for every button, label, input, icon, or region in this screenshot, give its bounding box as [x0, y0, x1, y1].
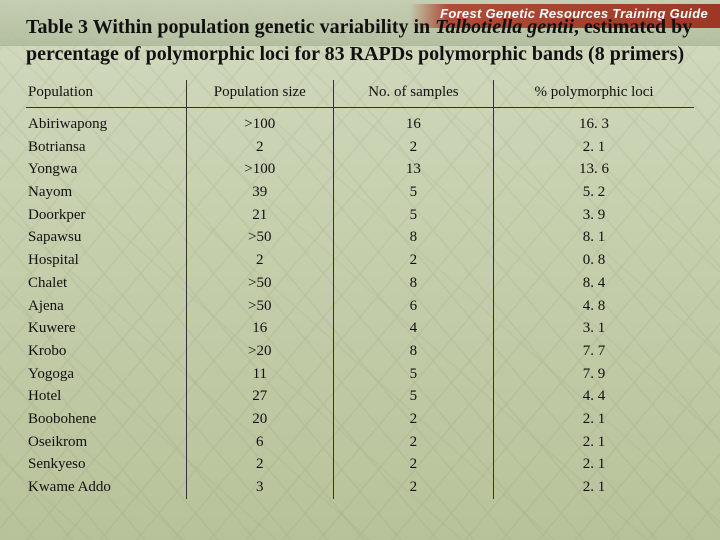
col-header-population: Population [26, 80, 186, 108]
cell-samples: 5 [333, 363, 493, 386]
cell-size: >50 [186, 272, 333, 295]
cell-samples: 6 [333, 295, 493, 318]
cell-poly: 3. 9 [494, 204, 694, 227]
table-row: Kuwere1643. 1 [26, 317, 694, 340]
table-row: Chalet>5088. 4 [26, 272, 694, 295]
cell-poly: 0. 8 [494, 249, 694, 272]
cell-size: >50 [186, 295, 333, 318]
cell-population: Nayom [26, 181, 186, 204]
cell-samples: 5 [333, 204, 493, 227]
cell-population: Chalet [26, 272, 186, 295]
table-row: Hotel2754. 4 [26, 385, 694, 408]
cell-poly: 2. 1 [494, 136, 694, 159]
cell-poly: 8. 4 [494, 272, 694, 295]
cell-samples: 2 [333, 453, 493, 476]
cell-size: 6 [186, 431, 333, 454]
table-row: Hospital220. 8 [26, 249, 694, 272]
cell-population: Kuwere [26, 317, 186, 340]
cell-samples: 5 [333, 181, 493, 204]
cell-population: Oseikrom [26, 431, 186, 454]
cell-samples: 8 [333, 272, 493, 295]
cell-size: >20 [186, 340, 333, 363]
cell-samples: 2 [333, 136, 493, 159]
cell-size: 2 [186, 249, 333, 272]
cell-samples: 2 [333, 249, 493, 272]
content-area: Table 3 Within population genetic variab… [0, 0, 720, 499]
table-row: Senkyeso222. 1 [26, 453, 694, 476]
cell-poly: 7. 9 [494, 363, 694, 386]
cell-poly: 2. 1 [494, 408, 694, 431]
cell-poly: 2. 1 [494, 476, 694, 499]
cell-poly: 2. 1 [494, 431, 694, 454]
cell-size: >100 [186, 158, 333, 181]
cell-samples: 2 [333, 476, 493, 499]
cell-poly: 13. 6 [494, 158, 694, 181]
cell-population: Boobohene [26, 408, 186, 431]
cell-samples: 8 [333, 226, 493, 249]
cell-population: Sapawsu [26, 226, 186, 249]
cell-size: >50 [186, 226, 333, 249]
cell-poly: 16. 3 [494, 108, 694, 136]
cell-poly: 4. 4 [494, 385, 694, 408]
cell-population: Botriansa [26, 136, 186, 159]
col-header-poly: % polymorphic loci [494, 80, 694, 108]
table-row: Krobo>2087. 7 [26, 340, 694, 363]
cell-size: 2 [186, 136, 333, 159]
cell-population: Senkyeso [26, 453, 186, 476]
table-body: Abiriwapong>1001616. 3Botriansa222. 1Yon… [26, 108, 694, 499]
table-caption: Table 3 Within population genetic variab… [26, 14, 694, 68]
table-head: PopulationPopulation sizeNo. of samples%… [26, 80, 694, 108]
cell-samples: 5 [333, 385, 493, 408]
table-row: Kwame Addo322. 1 [26, 476, 694, 499]
cell-population: Kwame Addo [26, 476, 186, 499]
table-row: Yongwa>1001313. 6 [26, 158, 694, 181]
cell-population: Yongwa [26, 158, 186, 181]
col-header-samples: No. of samples [333, 80, 493, 108]
cell-population: Ajena [26, 295, 186, 318]
table-row: Sapawsu>5088. 1 [26, 226, 694, 249]
table-row: Abiriwapong>1001616. 3 [26, 108, 694, 136]
table-row: Botriansa222. 1 [26, 136, 694, 159]
cell-poly: 2. 1 [494, 453, 694, 476]
cell-size: 2 [186, 453, 333, 476]
cell-poly: 3. 1 [494, 317, 694, 340]
population-table: PopulationPopulation sizeNo. of samples%… [26, 80, 694, 499]
cell-poly: 8. 1 [494, 226, 694, 249]
table-row: Boobohene2022. 1 [26, 408, 694, 431]
cell-size: 21 [186, 204, 333, 227]
cell-samples: 8 [333, 340, 493, 363]
table-row: Doorkper2153. 9 [26, 204, 694, 227]
cell-population: Abiriwapong [26, 108, 186, 136]
cell-population: Hospital [26, 249, 186, 272]
col-header-size: Population size [186, 80, 333, 108]
cell-poly: 4. 8 [494, 295, 694, 318]
cell-samples: 2 [333, 408, 493, 431]
table-row: Nayom3955. 2 [26, 181, 694, 204]
cell-population: Hotel [26, 385, 186, 408]
cell-size: 11 [186, 363, 333, 386]
cell-poly: 5. 2 [494, 181, 694, 204]
cell-size: 3 [186, 476, 333, 499]
cell-samples: 13 [333, 158, 493, 181]
table-row: Yogoga1157. 9 [26, 363, 694, 386]
cell-population: Krobo [26, 340, 186, 363]
cell-samples: 2 [333, 431, 493, 454]
cell-size: 20 [186, 408, 333, 431]
cell-size: >100 [186, 108, 333, 136]
cell-size: 27 [186, 385, 333, 408]
cell-samples: 4 [333, 317, 493, 340]
cell-samples: 16 [333, 108, 493, 136]
table-row: Ajena>5064. 8 [26, 295, 694, 318]
cell-population: Yogoga [26, 363, 186, 386]
cell-poly: 7. 7 [494, 340, 694, 363]
table-row: Oseikrom622. 1 [26, 431, 694, 454]
caption-species: Talbotiella gentii [435, 16, 574, 38]
caption-prefix: Table 3 Within population genetic variab… [26, 16, 435, 38]
cell-size: 16 [186, 317, 333, 340]
cell-population: Doorkper [26, 204, 186, 227]
cell-size: 39 [186, 181, 333, 204]
